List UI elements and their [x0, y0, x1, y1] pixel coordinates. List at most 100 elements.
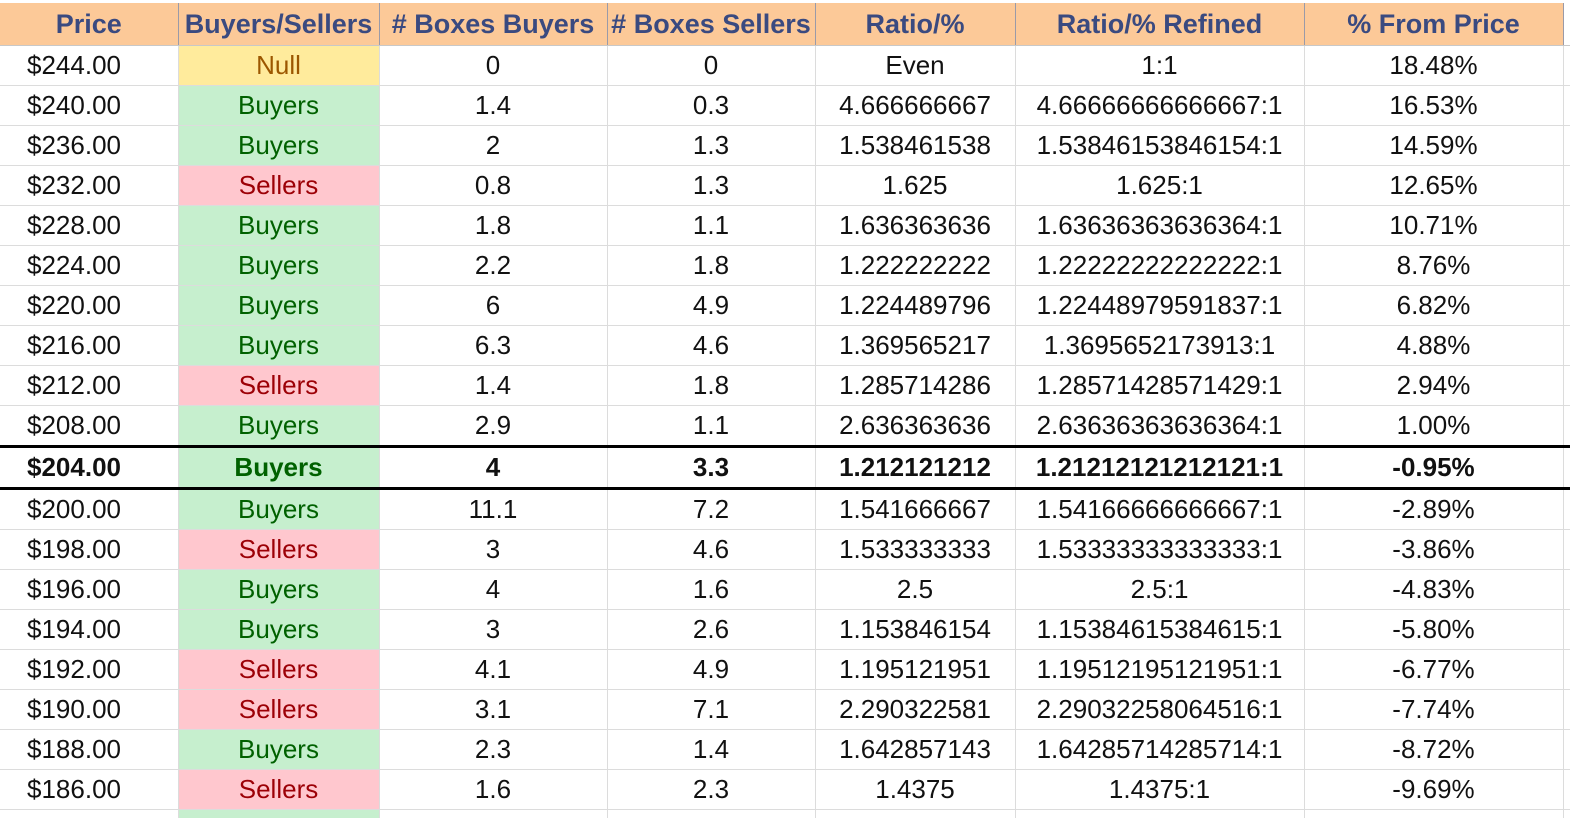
ratio-refined-cell[interactable]: 4.66666666666667:1 — [1015, 86, 1304, 126]
ratio-refined-cell[interactable]: 1.19512195121951:1 — [1015, 650, 1304, 690]
boxes-sellers-cell[interactable]: 1.3 — [607, 126, 815, 166]
ratio-cell[interactable]: 1.538461538 — [815, 126, 1015, 166]
price-cell[interactable]: $244.00 — [0, 46, 178, 86]
boxes-buyers-cell[interactable]: 3.1 — [379, 690, 607, 730]
boxes-buyers-cell[interactable]: 2.2 — [379, 246, 607, 286]
header-next-column[interactable] — [1563, 3, 1570, 46]
ratio-refined-cell[interactable]: 1.28571428571429:1 — [1015, 366, 1304, 406]
price-cell[interactable]: $224.00 — [0, 246, 178, 286]
from-price-cell[interactable]: -8.72% — [1304, 730, 1563, 770]
next-column-cell[interactable] — [1563, 530, 1570, 570]
boxes-sellers-cell[interactable]: 1.6 — [607, 570, 815, 610]
next-column-cell[interactable] — [1563, 86, 1570, 126]
side-cell[interactable]: Buyers — [178, 570, 379, 610]
side-cell[interactable]: Buyers — [178, 286, 379, 326]
boxes-buyers-cell[interactable]: 6.3 — [379, 326, 607, 366]
next-column-cell[interactable] — [1563, 286, 1570, 326]
from-price-cell[interactable]: -5.80% — [1304, 610, 1563, 650]
side-cell[interactable]: Sellers — [178, 166, 379, 206]
ratio-refined-cell[interactable]: 1.22222222222222:1 — [1015, 246, 1304, 286]
ratio-refined-cell[interactable]: 1.54166666666667:1 — [1015, 489, 1304, 530]
ratio-cell[interactable]: 2.636363636 — [815, 406, 1015, 447]
boxes-sellers-cell[interactable]: 3.3 — [607, 447, 815, 489]
side-cell[interactable]: Sellers — [178, 770, 379, 810]
from-price-cell[interactable]: 14.59% — [1304, 126, 1563, 166]
ratio-refined-cell[interactable]: 2.5:1 — [1015, 570, 1304, 610]
boxes-sellers-cell[interactable]: 1.8 — [607, 246, 815, 286]
ratio-refined-cell[interactable]: 1.21212121212121:1 — [1015, 447, 1304, 489]
ratio-cell[interactable]: 1.285714286 — [815, 366, 1015, 406]
side-cell[interactable]: Buyers — [178, 406, 379, 447]
next-column-cell[interactable] — [1563, 126, 1570, 166]
ratio-cell[interactable]: 1.636363636 — [815, 206, 1015, 246]
header-ratio-refined[interactable]: Ratio/% Refined — [1015, 3, 1304, 46]
ratio-refined-cell[interactable]: 1.15384615384615:1 — [1015, 610, 1304, 650]
price-cell[interactable]: $198.00 — [0, 530, 178, 570]
boxes-sellers-cell[interactable]: 0.3 — [607, 86, 815, 126]
next-column-cell[interactable] — [1563, 366, 1570, 406]
boxes-buyers-cell[interactable]: 3 — [379, 530, 607, 570]
boxes-sellers-cell[interactable]: 1.4 — [607, 730, 815, 770]
next-column-cell[interactable] — [1563, 46, 1570, 86]
header-buyers-sellers[interactable]: Buyers/Sellers — [178, 3, 379, 46]
from-price-cell[interactable]: 12.65% — [1304, 166, 1563, 206]
side-cell[interactable]: Sellers — [178, 690, 379, 730]
next-column-cell[interactable] — [1563, 770, 1570, 810]
boxes-buyers-cell[interactable]: 1.6 — [379, 770, 607, 810]
ratio-refined-cell[interactable]: 1.625:1 — [1015, 166, 1304, 206]
from-price-cell[interactable]: 4.88% — [1304, 326, 1563, 366]
price-cell[interactable]: $232.00 — [0, 166, 178, 206]
from-price-cell[interactable]: 8.76% — [1304, 246, 1563, 286]
side-cell[interactable]: Null — [178, 46, 379, 86]
boxes-buyers-cell[interactable]: 1.4 — [379, 366, 607, 406]
boxes-sellers-cell[interactable]: 1.3 — [607, 166, 815, 206]
next-column-cell[interactable] — [1563, 447, 1570, 489]
ratio-refined-cell[interactable]: 1.4375:1 — [1015, 770, 1304, 810]
boxes-sellers-cell[interactable]: 2.3 — [607, 770, 815, 810]
next-column-cell[interactable] — [1563, 730, 1570, 770]
boxes-buyers-cell[interactable]: 1.4 — [379, 86, 607, 126]
boxes-sellers-cell[interactable]: 4.6 — [607, 326, 815, 366]
ratio-cell[interactable]: 4.666666667 — [815, 86, 1015, 126]
price-cell[interactable]: $212.00 — [0, 366, 178, 406]
boxes-buyers-cell[interactable]: 4 — [379, 570, 607, 610]
from-price-cell[interactable]: 1.00% — [1304, 406, 1563, 447]
price-cell[interactable]: $188.00 — [0, 730, 178, 770]
ratio-cell[interactable]: 1.625 — [815, 166, 1015, 206]
boxes-buyers-cell[interactable]: 0 — [379, 46, 607, 86]
side-cell[interactable]: Sellers — [178, 530, 379, 570]
side-cell[interactable]: Buyers — [178, 730, 379, 770]
side-cell[interactable]: Buyers — [178, 206, 379, 246]
from-price-cell[interactable]: -3.86% — [1304, 530, 1563, 570]
next-column-cell[interactable] — [1563, 489, 1570, 530]
price-cell[interactable]: $192.00 — [0, 650, 178, 690]
next-column-cell[interactable] — [1563, 246, 1570, 286]
ratio-cell[interactable]: 1.224489796 — [815, 286, 1015, 326]
boxes-buyers-cell[interactable]: 2 — [379, 126, 607, 166]
ratio-refined-cell[interactable]: 1.53846153846154:1 — [1015, 126, 1304, 166]
side-cell[interactable]: Sellers — [178, 366, 379, 406]
ratio-refined-cell[interactable]: 1.3695652173913:1 — [1015, 326, 1304, 366]
boxes-sellers-cell[interactable]: 1.8 — [607, 366, 815, 406]
price-cell[interactable]: $236.00 — [0, 126, 178, 166]
boxes-sellers-cell[interactable]: 7.1 — [607, 690, 815, 730]
from-price-cell[interactable]: 16.53% — [1304, 86, 1563, 126]
price-cell[interactable]: $204.00 — [0, 447, 178, 489]
from-price-cell[interactable]: -0.95% — [1304, 447, 1563, 489]
boxes-sellers-cell[interactable]: 4.9 — [607, 286, 815, 326]
price-cell[interactable]: $196.00 — [0, 570, 178, 610]
boxes-sellers-cell[interactable]: 0 — [607, 46, 815, 86]
ratio-refined-cell[interactable]: 2.63636363636364:1 — [1015, 406, 1304, 447]
boxes-sellers-cell[interactable]: 2.6 — [607, 610, 815, 650]
ratio-refined-cell[interactable]: 1:1 — [1015, 46, 1304, 86]
boxes-buyers-cell[interactable]: 6 — [379, 286, 607, 326]
boxes-buyers-cell[interactable]: 1.8 — [379, 206, 607, 246]
price-cell[interactable]: $194.00 — [0, 610, 178, 650]
ratio-cell[interactable]: 1.4375 — [815, 770, 1015, 810]
next-column-cell[interactable] — [1563, 206, 1570, 246]
header-price[interactable]: Price — [0, 3, 178, 46]
from-price-cell[interactable]: -4.83% — [1304, 570, 1563, 610]
ratio-cell[interactable]: 1.153846154 — [815, 610, 1015, 650]
boxes-buyers-cell[interactable]: 2.3 — [379, 730, 607, 770]
ratio-cell[interactable]: 2.290322581 — [815, 690, 1015, 730]
